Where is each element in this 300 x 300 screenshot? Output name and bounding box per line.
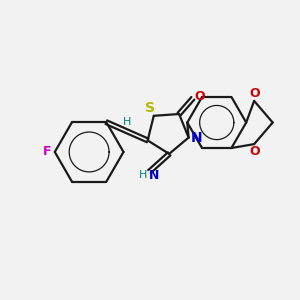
Text: H: H: [139, 170, 147, 181]
Text: S: S: [145, 101, 155, 115]
Text: O: O: [250, 87, 260, 100]
Text: F: F: [43, 146, 51, 158]
Text: N: N: [191, 130, 202, 145]
Text: H: H: [122, 117, 131, 127]
Text: O: O: [250, 146, 260, 158]
Text: O: O: [194, 90, 205, 103]
Text: N: N: [148, 169, 159, 182]
